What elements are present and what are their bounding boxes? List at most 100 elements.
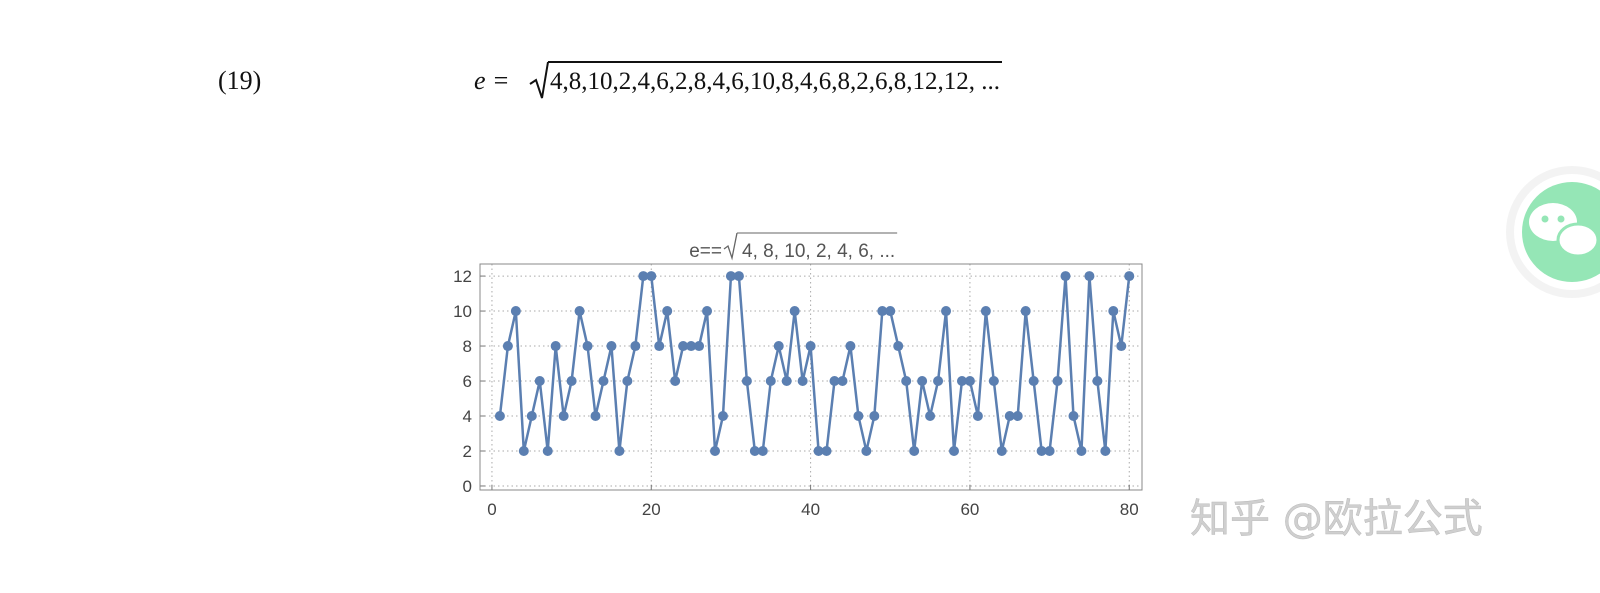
data-point [948, 445, 959, 456]
data-point [733, 271, 744, 282]
data-point [749, 445, 760, 456]
data-point [550, 341, 561, 352]
data-point [885, 306, 896, 317]
data-point [765, 376, 776, 387]
data-point [646, 271, 657, 282]
data-point [502, 341, 513, 352]
data-point [670, 376, 681, 387]
radical-sign [723, 232, 738, 261]
data-point [1100, 445, 1111, 456]
data-point [861, 445, 872, 456]
data-point [1084, 271, 1095, 282]
data-point [917, 376, 928, 387]
data-point [956, 376, 967, 387]
data-point [741, 376, 752, 387]
y-tick-label: 0 [463, 477, 472, 496]
data-point [725, 271, 736, 282]
data-point [1108, 306, 1119, 317]
y-tick-label: 4 [463, 407, 472, 426]
data-point [662, 306, 673, 317]
data-point [1028, 376, 1039, 387]
data-point [534, 376, 545, 387]
data-point [893, 341, 904, 352]
data-point [789, 306, 800, 317]
data-point [941, 306, 952, 317]
data-point [1092, 376, 1103, 387]
data-point [686, 341, 697, 352]
data-point [518, 445, 529, 456]
data-point [717, 411, 728, 422]
data-point [1076, 445, 1087, 456]
equation-number: (19) [218, 66, 261, 95]
data-point [909, 445, 920, 456]
data-point [582, 341, 593, 352]
radical-sign [529, 61, 549, 99]
data-point [606, 341, 617, 352]
data-point [933, 376, 944, 387]
data-point [805, 341, 816, 352]
data-point [837, 376, 848, 387]
data-point [542, 445, 553, 456]
y-tick-label: 8 [463, 337, 472, 356]
data-point [845, 341, 856, 352]
y-tick-label: 10 [453, 302, 472, 321]
data-point [614, 445, 625, 456]
plot-frame [479, 263, 1143, 491]
data-point [1052, 376, 1063, 387]
data-point [1036, 445, 1047, 456]
data-point [853, 411, 864, 422]
plot: 0 2 4 6 8 10 12 0 20 40 60 80 [453, 263, 1143, 519]
x-tick-label: 80 [1120, 500, 1139, 519]
wechat-share-button[interactable] [1506, 166, 1600, 298]
equation-radicand: 4,8,10,2,4,6,2,8,4,6,10,8,4,6,8,2,6,8,12… [550, 68, 1000, 95]
data-point [494, 411, 505, 422]
data-point [654, 341, 665, 352]
data-point [558, 411, 569, 422]
data-point [1020, 306, 1031, 317]
data-point [1004, 411, 1015, 422]
equation-lhs: e = [474, 66, 510, 95]
x-tick-label: 0 [487, 500, 496, 519]
watermark: 知乎 @欧拉公式 [1190, 496, 1483, 542]
data-point [1068, 411, 1079, 422]
data-point [598, 376, 609, 387]
data-point [901, 376, 912, 387]
data-point [630, 341, 641, 352]
x-tick-label: 20 [642, 500, 661, 519]
data-point [988, 376, 999, 387]
data-point [638, 271, 649, 282]
data-point [980, 306, 991, 317]
data-point [925, 411, 936, 422]
data-point [829, 376, 840, 387]
data-point [1012, 411, 1023, 422]
data-point [964, 376, 975, 387]
y-tick-label: 12 [453, 267, 472, 286]
data-point [877, 306, 888, 317]
data-point [972, 411, 983, 422]
data-point [1124, 271, 1135, 282]
data-point [869, 411, 880, 422]
data-point [710, 445, 721, 456]
data-point [821, 445, 832, 456]
data-line [498, 274, 1131, 453]
data-point [574, 306, 585, 317]
chart-title-lhs: e== [689, 241, 722, 262]
data-point [1060, 271, 1071, 282]
data-point [1044, 445, 1055, 456]
data-point [757, 445, 768, 456]
x-tick-label: 40 [801, 500, 820, 519]
data-point [773, 341, 784, 352]
data-point [694, 341, 705, 352]
data-point [622, 376, 633, 387]
data-point [678, 341, 689, 352]
x-tick-label: 60 [960, 500, 979, 519]
data-point [996, 445, 1007, 456]
data-point [510, 306, 521, 317]
data-point [566, 376, 577, 387]
data-point [797, 376, 808, 387]
data-point [526, 411, 537, 422]
data-point [702, 306, 713, 317]
y-tick-label: 6 [463, 372, 472, 391]
